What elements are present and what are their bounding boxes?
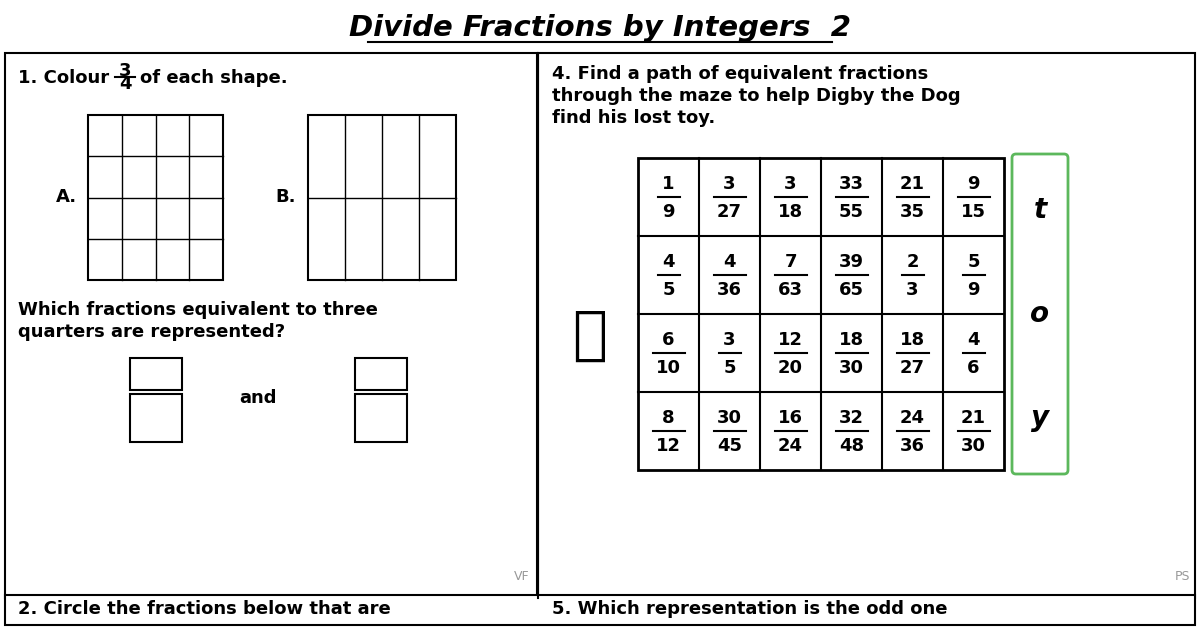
Text: 16: 16	[778, 409, 803, 427]
Text: 24: 24	[900, 409, 925, 427]
Text: Divide Fractions by Integers  2: Divide Fractions by Integers 2	[349, 14, 851, 42]
Text: 24: 24	[778, 437, 803, 455]
Text: 15: 15	[961, 203, 986, 221]
Text: 3: 3	[785, 175, 797, 193]
Text: of each shape.: of each shape.	[140, 69, 288, 87]
Text: 30: 30	[961, 437, 986, 455]
Text: 55: 55	[839, 203, 864, 221]
Bar	[5, 595, 1195, 625]
Text: 27: 27	[718, 203, 742, 221]
Text: 12: 12	[778, 331, 803, 349]
Text: Which fractions equivalent to three: Which fractions equivalent to three	[18, 301, 378, 319]
Text: 18: 18	[900, 331, 925, 349]
Text: 30: 30	[718, 409, 742, 427]
Text: 4: 4	[967, 331, 979, 349]
Bar	[308, 115, 456, 280]
Text: 🐕: 🐕	[572, 307, 607, 364]
Text: 20: 20	[778, 359, 803, 377]
Text: 33: 33	[839, 175, 864, 193]
Text: 3: 3	[119, 62, 131, 80]
Text: 35: 35	[900, 203, 925, 221]
Text: 32: 32	[839, 409, 864, 427]
Text: 36: 36	[900, 437, 925, 455]
Text: 63: 63	[778, 281, 803, 299]
Text: A.: A.	[55, 189, 77, 206]
Text: 3: 3	[906, 281, 919, 299]
Text: 6: 6	[662, 331, 674, 349]
Bar	[5, 53, 538, 598]
Text: 39: 39	[839, 253, 864, 271]
Text: and: and	[239, 389, 277, 407]
Bar	[130, 358, 182, 390]
Text: 27: 27	[900, 359, 925, 377]
Text: 6: 6	[967, 359, 979, 377]
Text: VF: VF	[514, 569, 530, 582]
Text: 65: 65	[839, 281, 864, 299]
Text: 7: 7	[785, 253, 797, 271]
Text: through the maze to help Digby the Dog: through the maze to help Digby the Dog	[552, 87, 961, 105]
Text: 5: 5	[662, 281, 674, 299]
Text: 21: 21	[900, 175, 925, 193]
Text: find his lost toy.: find his lost toy.	[552, 109, 715, 127]
Bar	[355, 394, 407, 442]
Bar	[355, 358, 407, 390]
Text: 2. Circle the fractions below that are: 2. Circle the fractions below that are	[18, 600, 391, 618]
Text: 5: 5	[724, 359, 736, 377]
Text: 36: 36	[718, 281, 742, 299]
Bar	[638, 158, 1004, 470]
Text: t: t	[1033, 196, 1046, 224]
Text: 2: 2	[906, 253, 919, 271]
Text: 5: 5	[967, 253, 979, 271]
Text: y: y	[1031, 404, 1049, 432]
Text: 5. Which representation is the odd one: 5. Which representation is the odd one	[552, 600, 948, 618]
Text: 48: 48	[839, 437, 864, 455]
Text: 21: 21	[961, 409, 986, 427]
Text: 10: 10	[656, 359, 682, 377]
FancyBboxPatch shape	[1012, 154, 1068, 474]
Text: 4: 4	[724, 253, 736, 271]
Text: 4. Find a path of equivalent fractions: 4. Find a path of equivalent fractions	[552, 65, 929, 83]
Text: 9: 9	[967, 175, 979, 193]
Text: 1. Colour: 1. Colour	[18, 69, 109, 87]
Text: 4: 4	[119, 75, 131, 93]
Text: quarters are represented?: quarters are represented?	[18, 323, 286, 341]
Text: 3: 3	[724, 175, 736, 193]
Bar	[88, 115, 223, 280]
Text: 3: 3	[724, 331, 736, 349]
Text: 1: 1	[662, 175, 674, 193]
Text: B.: B.	[276, 189, 296, 206]
Text: 12: 12	[656, 437, 682, 455]
Text: PS: PS	[1175, 569, 1189, 582]
Bar	[538, 53, 1195, 598]
Text: 9: 9	[967, 281, 979, 299]
Bar	[130, 394, 182, 442]
Text: 18: 18	[778, 203, 803, 221]
Text: 9: 9	[662, 203, 674, 221]
Text: 8: 8	[662, 409, 674, 427]
Text: 30: 30	[839, 359, 864, 377]
Text: 18: 18	[839, 331, 864, 349]
Text: 45: 45	[718, 437, 742, 455]
Text: 4: 4	[662, 253, 674, 271]
Text: o: o	[1031, 300, 1050, 328]
